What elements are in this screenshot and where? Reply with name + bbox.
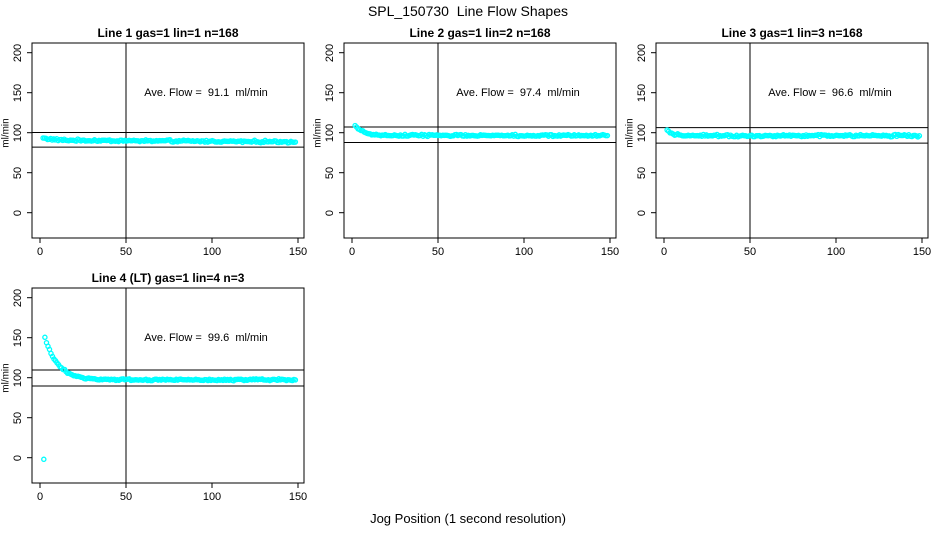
y-tick-label: 50	[324, 166, 336, 179]
y-tick-label: 0	[12, 454, 24, 461]
subplot-1-title: Line 1 gas=1 lin=1 n=168	[97, 26, 239, 40]
y-tick-label: 200	[636, 43, 648, 62]
subplot-2-y-axis-label: ml/min	[312, 117, 324, 148]
x-axis-label: Jog Position (1 second resolution)	[370, 511, 566, 526]
y-tick-label: 200	[12, 288, 24, 307]
y-tick-label: 50	[12, 411, 24, 424]
x-tick-label: 50	[431, 246, 445, 258]
x-tick-label: 0	[660, 246, 668, 258]
y-tick-label: 0	[12, 209, 24, 216]
x-tick-label: 100	[202, 246, 222, 258]
subplot-4-y-axis-label: ml/min	[0, 362, 12, 393]
y-tick-label: 0	[324, 209, 336, 216]
subplot-3-y-axis-label: ml/min	[624, 117, 636, 148]
x-tick-label: 150	[288, 246, 308, 258]
y-tick-label: 100	[12, 123, 24, 142]
subplot-4-title: Line 4 (LT) gas=1 lin=4 n=3	[91, 271, 245, 285]
y-tick-label: 100	[12, 368, 24, 387]
x-tick-label: 0	[36, 246, 44, 258]
x-tick-label: 50	[119, 491, 133, 503]
subplot-1-y-axis-label: ml/min	[0, 117, 12, 148]
x-tick-label: 100	[826, 246, 846, 258]
y-tick-label: 50	[636, 166, 648, 179]
y-tick-label: 200	[324, 43, 336, 62]
y-tick-label: 100	[636, 123, 648, 142]
y-tick-label: 0	[636, 209, 648, 216]
y-tick-label: 150	[324, 83, 336, 102]
subplot-1-ave-flow-annotation: Ave. Flow = 91.1 ml/min	[144, 87, 268, 99]
x-tick-label: 100	[514, 246, 534, 258]
main-title: SPL_150730 Line Flow Shapes	[367, 3, 569, 19]
subplot-3-title: Line 3 gas=1 lin=3 n=168	[721, 26, 863, 40]
subplot-4-ave-flow-annotation: Ave. Flow = 99.6 ml/min	[144, 332, 268, 344]
y-tick-label: 150	[12, 83, 24, 102]
x-tick-label: 150	[600, 246, 620, 258]
y-tick-label: 100	[324, 123, 336, 142]
x-tick-label: 0	[36, 491, 44, 503]
x-tick-label: 50	[119, 246, 133, 258]
y-tick-label: 50	[12, 166, 24, 179]
y-tick-label: 150	[12, 328, 24, 347]
x-tick-label: 150	[288, 491, 308, 503]
subplot-2-title: Line 2 gas=1 lin=2 n=168	[409, 26, 551, 40]
x-tick-label: 0	[348, 246, 356, 258]
subplot-2-ave-flow-annotation: Ave. Flow = 97.4 ml/min	[456, 87, 580, 99]
x-tick-label: 50	[743, 246, 757, 258]
subplot-3-ave-flow-annotation: Ave. Flow = 96.6 ml/min	[768, 87, 892, 99]
y-tick-label: 200	[12, 43, 24, 62]
x-tick-label: 100	[202, 491, 222, 503]
x-tick-label: 150	[912, 246, 932, 258]
y-tick-label: 150	[636, 83, 648, 102]
